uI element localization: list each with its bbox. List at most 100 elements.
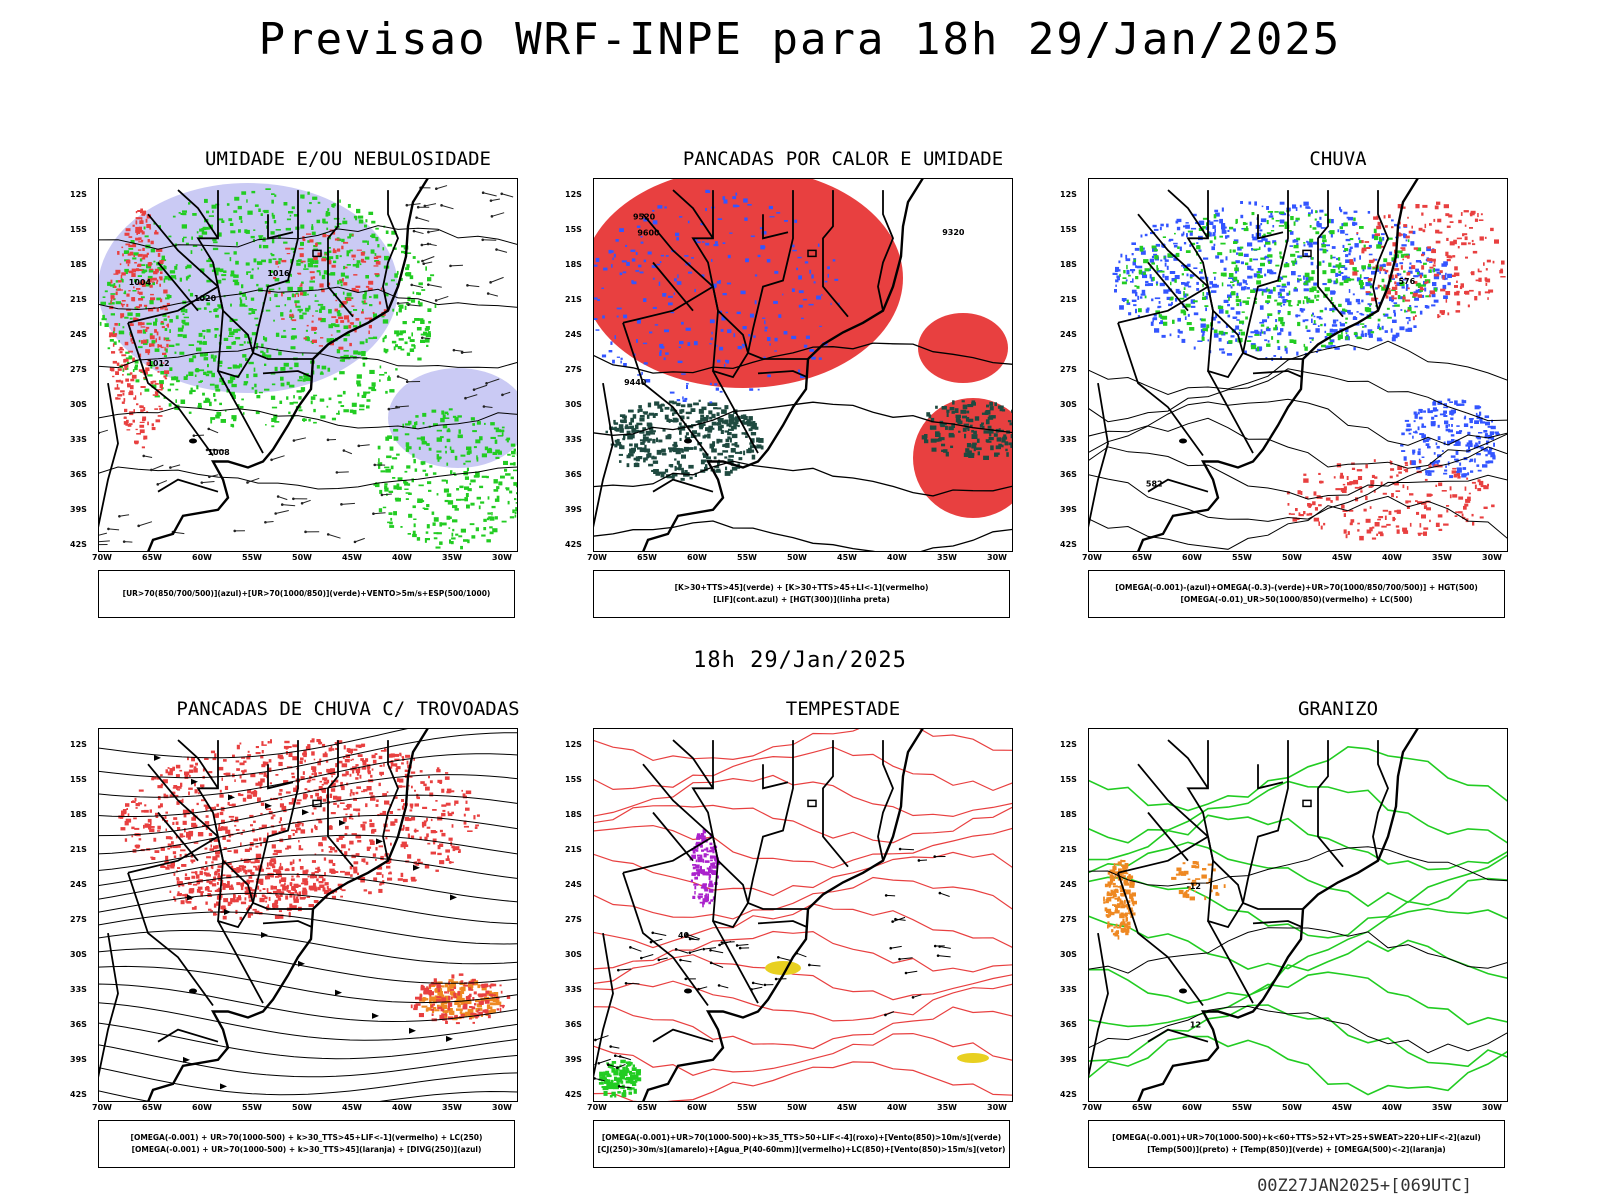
field-pixel — [369, 296, 372, 298]
field-pixel — [705, 208, 707, 212]
field-pixel — [988, 437, 994, 441]
field-pixel — [1428, 269, 1431, 273]
field-pixel — [110, 301, 112, 304]
field-pixel — [135, 217, 140, 220]
field-pixel — [192, 244, 198, 247]
field-pixel — [414, 421, 417, 426]
field-pixel — [296, 799, 302, 802]
field-pixel — [1219, 235, 1223, 238]
field-pixel — [1372, 258, 1378, 261]
field-pixel — [1320, 496, 1323, 499]
field-pixel — [231, 379, 234, 382]
lat-tick-label: 21S — [565, 295, 582, 304]
field-pixel — [1289, 231, 1294, 235]
field-pixel — [310, 276, 313, 280]
lon-tick-label: 60W — [687, 553, 707, 562]
field-pixel — [302, 238, 306, 242]
field-pixel — [215, 854, 220, 858]
field-pixel — [437, 779, 443, 783]
field-pixel — [162, 352, 167, 355]
lon-tick-label: 30W — [1482, 553, 1502, 562]
field-pixel — [1351, 467, 1356, 470]
field-pixel — [454, 455, 458, 461]
field-pixel — [629, 425, 634, 429]
field-pixel — [1205, 307, 1207, 312]
field-pixel — [214, 334, 217, 336]
field-pixel — [158, 336, 161, 341]
field-pixel — [331, 417, 336, 421]
field-pixel — [618, 424, 624, 429]
field-pixel — [1340, 472, 1343, 478]
field-pixel — [1456, 280, 1458, 283]
field-pixel — [135, 211, 138, 214]
field-pixel — [1275, 220, 1280, 222]
field-pixel — [299, 376, 303, 379]
field-pixel — [342, 300, 347, 305]
field-pixel — [1451, 439, 1455, 443]
field-pixel — [113, 341, 117, 345]
field-pixel — [1307, 241, 1309, 246]
field-pixel — [1390, 468, 1395, 471]
vector-head — [208, 475, 211, 479]
field-pixel — [239, 303, 244, 307]
field-pixel — [709, 401, 713, 404]
field-pixel — [220, 419, 226, 423]
wind-vector — [483, 405, 493, 408]
field-pixel — [723, 364, 726, 367]
field-pixel — [1432, 401, 1437, 406]
field-pixel — [738, 457, 743, 461]
field-pixel — [1316, 299, 1319, 301]
field-pixel — [128, 290, 131, 292]
field-pixel — [1255, 331, 1260, 336]
wind-vector — [209, 474, 219, 478]
field-pixel — [1433, 299, 1439, 303]
field-pixel — [741, 432, 748, 435]
field-pixel — [1158, 314, 1162, 318]
field-pixel — [1119, 305, 1124, 310]
field-pixel — [147, 239, 150, 243]
field-pixel — [707, 429, 712, 433]
state-border — [593, 382, 614, 529]
field-pixel — [1246, 287, 1250, 290]
state-border — [157, 261, 199, 312]
field-pixel — [1393, 312, 1396, 317]
field-pixel — [295, 305, 301, 308]
field-pixel — [1400, 265, 1403, 270]
field-pixel — [935, 431, 940, 434]
vector-head — [212, 448, 216, 452]
map: 582 576 — [1088, 178, 1508, 552]
field-pixel — [195, 762, 198, 766]
field-pixel — [176, 379, 180, 383]
field-pixel — [128, 248, 134, 250]
wind-vector — [301, 499, 311, 504]
field-pixel — [135, 306, 141, 309]
field-pixel — [1460, 283, 1464, 288]
field-pixel — [132, 290, 137, 292]
field-pixel — [1157, 306, 1160, 309]
field-pixel — [321, 258, 327, 262]
field-pixel — [644, 448, 651, 453]
field-pixel — [456, 498, 461, 501]
field-pixel — [1153, 253, 1158, 256]
field-pixel — [679, 415, 685, 420]
field-pixel — [1365, 282, 1371, 287]
field-pixel — [476, 814, 480, 817]
field-pixel — [1367, 278, 1373, 282]
field-pixel — [1303, 343, 1306, 348]
field-pixel — [130, 240, 135, 244]
field-pixel — [140, 296, 145, 299]
field-pixel — [1340, 272, 1344, 274]
vector-head — [415, 216, 418, 219]
field-pixel — [495, 429, 501, 433]
field-pixel — [1382, 509, 1389, 512]
field-pixel — [311, 885, 317, 888]
field-pixel — [359, 408, 365, 411]
field-pixel — [303, 750, 307, 755]
field-pixel — [160, 346, 164, 349]
wind-vector — [265, 521, 274, 523]
field-pixel — [1437, 459, 1441, 463]
field-pixel — [659, 352, 662, 356]
field-pixel — [1235, 311, 1241, 315]
field-pixel — [601, 354, 607, 358]
field-pixel — [1220, 242, 1226, 245]
